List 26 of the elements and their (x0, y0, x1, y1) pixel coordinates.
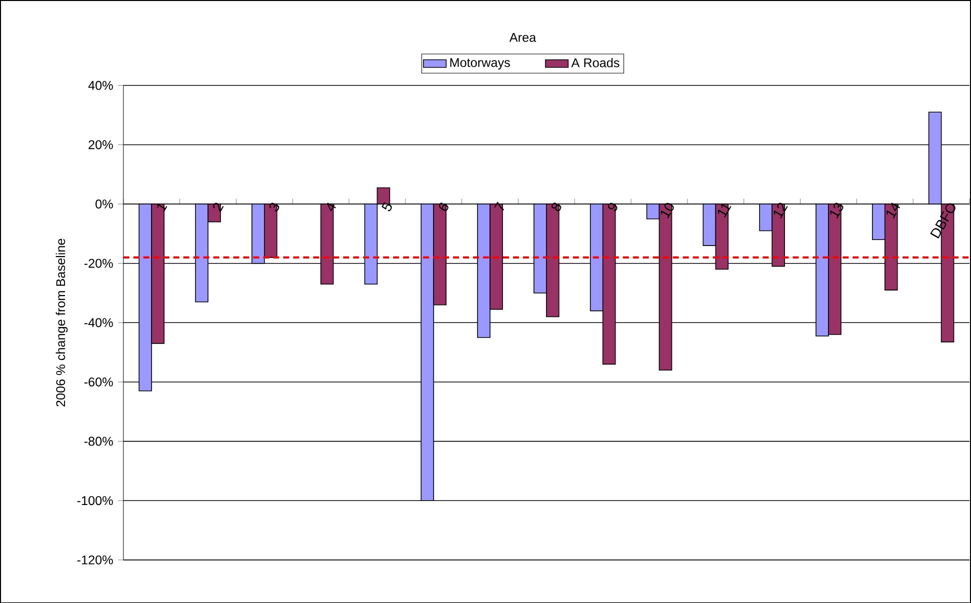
y-tick-label: 0% (96, 199, 113, 208)
y-tick-label: 20% (88, 140, 113, 150)
legend-title: Area (509, 32, 536, 42)
legend-label: A Roads (571, 58, 620, 68)
y-tick-label: -100% (77, 496, 113, 505)
x-tick-label: 5 (382, 202, 392, 212)
x-tick-label: 12 (774, 202, 788, 218)
x-tick-label: 7 (494, 202, 504, 210)
x-tick-label: 2 (213, 202, 224, 212)
y-tick-label: -80% (84, 436, 113, 446)
y-tick-label: 40% (88, 80, 113, 90)
x-tick-label: 4 (326, 202, 336, 212)
y-tick-label: -40% (84, 318, 113, 327)
y-axis-title: 2006 % change from Baseline (56, 238, 68, 406)
x-tick-label: 3 (269, 202, 280, 212)
x-tick-label: 1 (157, 204, 168, 212)
x-tick-label: 14 (886, 202, 900, 218)
y-tick-label: -60% (84, 377, 113, 386)
x-tick-label: 10 (660, 202, 674, 218)
x-tick-label: 11 (718, 204, 732, 218)
y-tick-label: -120% (77, 555, 113, 564)
x-tick-label: 8 (552, 202, 562, 212)
x-tick-label: 6 (438, 202, 448, 211)
y-tick-label: -20% (84, 258, 113, 268)
legend-label: Motorways (450, 58, 510, 70)
x-tick-label: 13 (830, 202, 844, 218)
